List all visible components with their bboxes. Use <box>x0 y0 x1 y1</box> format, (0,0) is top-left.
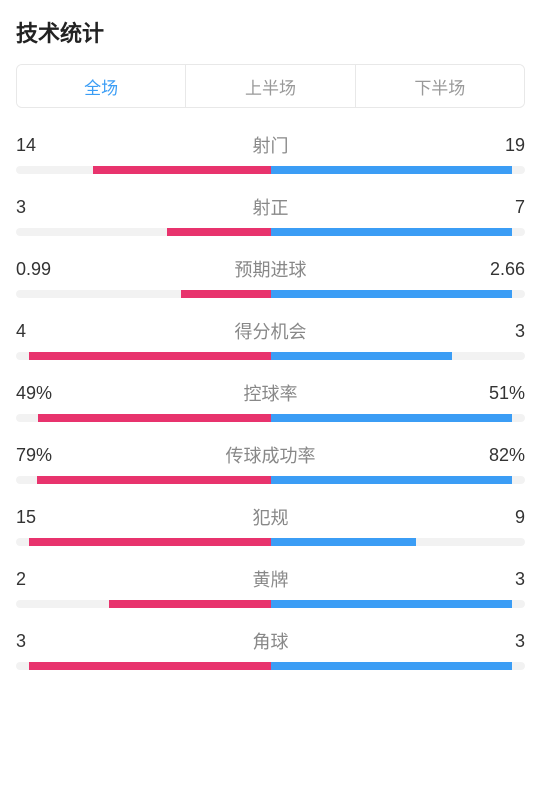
bar-right-half <box>271 476 526 484</box>
stat-bar <box>16 662 525 670</box>
stat-row: 49%控球率51% <box>16 380 525 422</box>
stat-labels: 15犯规9 <box>16 504 525 530</box>
bar-right-fill <box>271 352 453 360</box>
bar-left-half <box>16 476 271 484</box>
stat-name: 预期进球 <box>66 256 475 282</box>
stats-list: 14射门193射正70.99预期进球2.664得分机会349%控球率51%79%… <box>16 132 525 670</box>
stat-bar <box>16 290 525 298</box>
stat-row: 2黄牌3 <box>16 566 525 608</box>
stat-left-value: 79% <box>16 445 66 466</box>
bar-right-fill <box>271 476 513 484</box>
bar-left-fill <box>109 600 270 608</box>
bar-right-fill <box>271 228 513 236</box>
bar-left-fill <box>38 414 270 422</box>
bar-right-half <box>271 166 526 174</box>
stat-left-value: 3 <box>16 631 66 652</box>
bar-right-half <box>271 538 526 546</box>
bar-left-half <box>16 600 271 608</box>
bar-right-half <box>271 600 526 608</box>
stat-labels: 4得分机会3 <box>16 318 525 344</box>
stat-row: 4得分机会3 <box>16 318 525 360</box>
stat-left-value: 49% <box>16 383 66 404</box>
stat-labels: 2黄牌3 <box>16 566 525 592</box>
bar-right-half <box>271 662 526 670</box>
stat-row: 15犯规9 <box>16 504 525 546</box>
stat-labels: 14射门19 <box>16 132 525 158</box>
stat-right-value: 82% <box>475 445 525 466</box>
bar-right-half <box>271 228 526 236</box>
stat-left-value: 3 <box>16 197 66 218</box>
bar-right-fill <box>271 414 513 422</box>
bar-left-fill <box>37 476 270 484</box>
stat-labels: 3射正7 <box>16 194 525 220</box>
stat-row: 14射门19 <box>16 132 525 174</box>
stat-name: 控球率 <box>66 380 475 406</box>
bar-right-half <box>271 414 526 422</box>
stat-right-value: 2.66 <box>475 259 525 280</box>
bar-left-half <box>16 538 271 546</box>
stat-right-value: 19 <box>475 135 525 156</box>
period-tabs: 全场 上半场 下半场 <box>16 64 525 108</box>
bar-right-fill <box>271 290 513 298</box>
bar-right-fill <box>271 538 416 546</box>
stat-left-value: 15 <box>16 507 66 528</box>
bar-left-fill <box>93 166 271 174</box>
bar-right-half <box>271 352 526 360</box>
bar-right-half <box>271 290 526 298</box>
stat-name: 射门 <box>66 132 475 158</box>
stat-right-value: 7 <box>475 197 525 218</box>
stat-left-value: 2 <box>16 569 66 590</box>
stat-bar <box>16 166 525 174</box>
stat-bar <box>16 352 525 360</box>
stat-bar <box>16 228 525 236</box>
tab-second-half[interactable]: 下半场 <box>355 65 524 107</box>
bar-left-fill <box>181 290 271 298</box>
stat-labels: 79%传球成功率82% <box>16 442 525 468</box>
bar-right-fill <box>271 662 513 670</box>
stat-bar <box>16 600 525 608</box>
stat-left-value: 0.99 <box>16 259 66 280</box>
bar-left-half <box>16 166 271 174</box>
stat-name: 角球 <box>66 628 475 654</box>
stat-left-value: 14 <box>16 135 66 156</box>
stat-row: 0.99预期进球2.66 <box>16 256 525 298</box>
bar-right-fill <box>271 600 513 608</box>
stat-labels: 3角球3 <box>16 628 525 654</box>
tab-full-match[interactable]: 全场 <box>17 65 185 107</box>
bar-left-half <box>16 290 271 298</box>
bar-left-fill <box>29 352 271 360</box>
stat-right-value: 3 <box>475 321 525 342</box>
bar-left-half <box>16 352 271 360</box>
stat-row: 79%传球成功率82% <box>16 442 525 484</box>
stat-right-value: 3 <box>475 569 525 590</box>
stat-right-value: 3 <box>475 631 525 652</box>
stat-right-value: 51% <box>475 383 525 404</box>
stat-right-value: 9 <box>475 507 525 528</box>
stat-name: 射正 <box>66 194 475 220</box>
stat-labels: 0.99预期进球2.66 <box>16 256 525 282</box>
stat-bar <box>16 538 525 546</box>
bar-left-half <box>16 228 271 236</box>
stat-name: 得分机会 <box>66 318 475 344</box>
bar-left-half <box>16 414 271 422</box>
stat-left-value: 4 <box>16 321 66 342</box>
stat-bar <box>16 476 525 484</box>
bar-right-fill <box>271 166 513 174</box>
stat-row: 3角球3 <box>16 628 525 670</box>
stat-row: 3射正7 <box>16 194 525 236</box>
stat-bar <box>16 414 525 422</box>
tab-first-half[interactable]: 上半场 <box>185 65 354 107</box>
bar-left-half <box>16 662 271 670</box>
bar-left-fill <box>29 662 271 670</box>
stat-labels: 49%控球率51% <box>16 380 525 406</box>
stat-name: 传球成功率 <box>66 442 475 468</box>
stat-name: 犯规 <box>66 504 475 530</box>
stat-name: 黄牌 <box>66 566 475 592</box>
bar-left-fill <box>29 538 271 546</box>
bar-left-fill <box>167 228 271 236</box>
section-title: 技术统计 <box>16 16 525 48</box>
